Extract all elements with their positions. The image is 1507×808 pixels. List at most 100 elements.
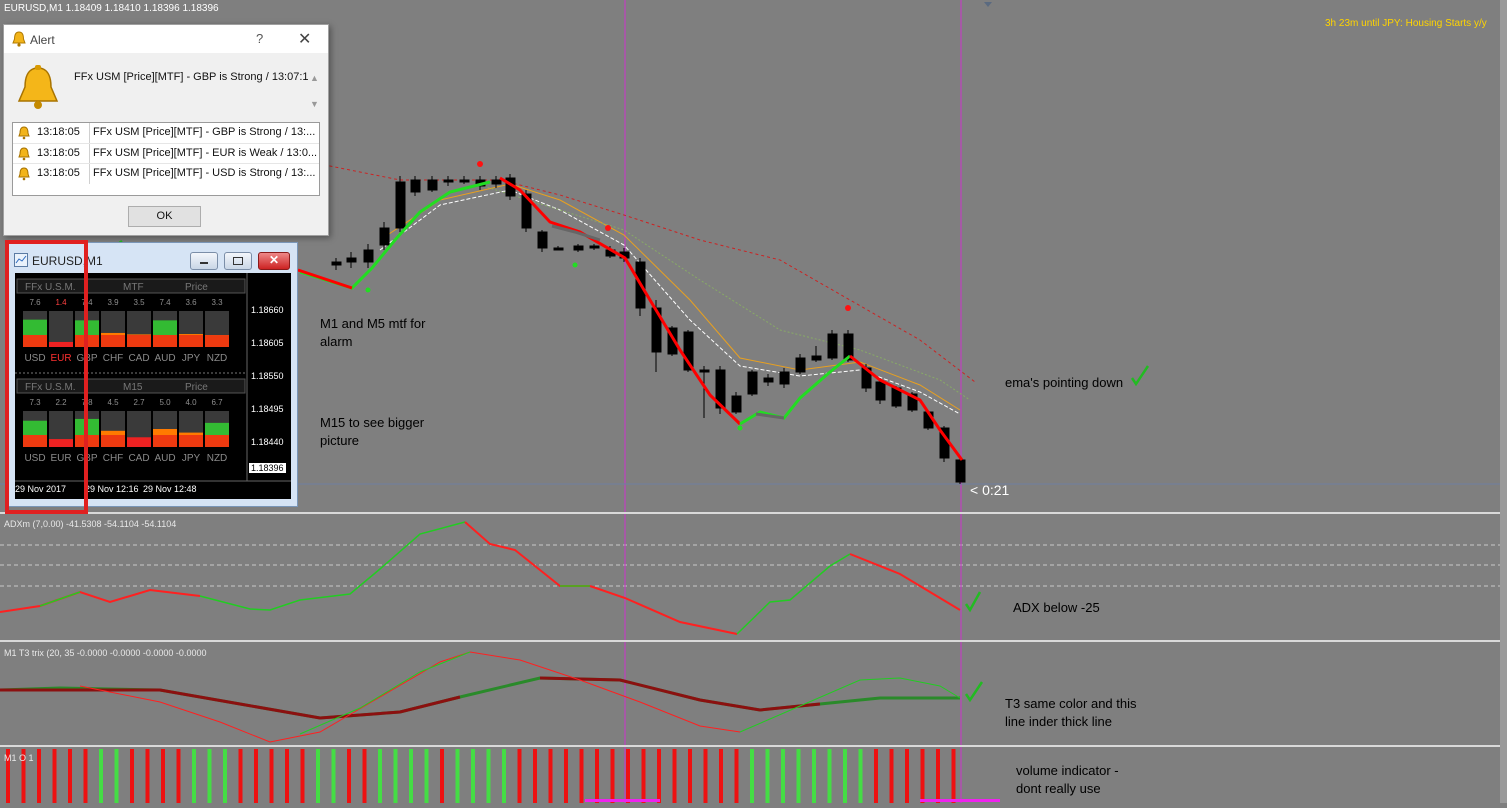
volume-bar xyxy=(517,749,522,803)
price-tick: 1.18495 xyxy=(251,404,284,414)
candle xyxy=(843,333,854,361)
volume-bar xyxy=(579,749,584,803)
t3-thick-line xyxy=(0,688,461,720)
chart-window-icon xyxy=(14,253,28,267)
volume-bar xyxy=(99,749,103,803)
volume-bar xyxy=(409,749,413,803)
alert-history-list[interactable]: 13:18:05 FFx USM [Price][MTF] - GBP is S… xyxy=(12,122,320,196)
alert-titlebar[interactable] xyxy=(4,25,328,53)
volume-bar xyxy=(657,749,661,803)
panel-price: Price xyxy=(185,382,208,393)
main-chart-pane[interactable]: EURUSD,M1 1.18409 1.18410 1.18396 1.1839… xyxy=(0,0,1500,512)
list-item[interactable]: 13:18:05 FFx USM [Price][MTF] - EUR is W… xyxy=(13,143,319,164)
candlesticks xyxy=(331,174,966,484)
ok-button[interactable]: OK xyxy=(128,206,201,227)
panel-tf: MTF xyxy=(123,282,144,293)
candle xyxy=(491,179,502,185)
strength-bar-base xyxy=(101,335,125,347)
bell-icon xyxy=(18,147,30,161)
annotation-m15: M15 to see bigger picture xyxy=(320,415,425,448)
candle xyxy=(667,327,678,355)
ffx-usm-panels: FFx U.S.M. MTF Price7.6USD1.4EUR7.4GBP3.9C… xyxy=(15,273,291,482)
strength-value: 1.4 xyxy=(55,298,67,307)
mini-chart-window[interactable]: EURUSD,M1 ✕ FFx U.S.M. MTF Price 7.6 USD 1.4 E… xyxy=(7,242,298,507)
volume-bar xyxy=(734,749,739,803)
pane-separator[interactable] xyxy=(0,512,1507,514)
volume-bar xyxy=(796,749,801,803)
strength-value: 7.4 xyxy=(159,298,171,307)
strength-bar-base xyxy=(127,335,151,347)
candle xyxy=(699,369,710,373)
date-tick: 29 Nov 12:48 xyxy=(143,484,197,494)
downtrend-line xyxy=(297,268,353,290)
price-tick: 1.18440 xyxy=(251,437,284,447)
candle xyxy=(537,231,548,249)
strength-bar-base xyxy=(205,335,229,347)
signal-dot xyxy=(605,225,611,231)
panel-tf: M15 xyxy=(123,382,143,393)
volume-bar xyxy=(920,749,925,803)
candle xyxy=(875,381,886,401)
volume-bar xyxy=(548,749,553,803)
candle xyxy=(395,181,406,229)
candle xyxy=(410,179,421,193)
check-icon xyxy=(1130,365,1150,387)
volume-bar xyxy=(238,749,243,803)
window-close-button[interactable]: ✕ xyxy=(258,252,290,270)
volume-bar xyxy=(52,749,57,803)
volume-bar xyxy=(688,749,692,803)
strength-bar xyxy=(49,341,73,347)
strength-bar-base xyxy=(153,435,177,447)
alert-time: 13:18:05 xyxy=(37,147,80,159)
volume-bar xyxy=(843,749,847,803)
panel-title: FFx U.S.M. xyxy=(25,282,76,293)
volume-bar xyxy=(68,749,72,803)
maximize-button[interactable] xyxy=(224,252,252,270)
ema-mid-line xyxy=(479,184,971,401)
minimize-button[interactable] xyxy=(190,252,218,270)
adx-line xyxy=(0,588,201,613)
pane-separator[interactable] xyxy=(0,640,1507,642)
close-button[interactable]: ✕ xyxy=(298,31,312,48)
candle xyxy=(955,459,966,483)
annotation-mtf: M1 and M5 mtf for alarm xyxy=(320,316,426,349)
strength-bar-base xyxy=(23,335,47,347)
list-item[interactable]: 13:18:05 FFx USM [Price][MTF] - GBP is S… xyxy=(13,123,319,143)
list-item[interactable]: 13:18:05 FFx USM [Price][MTF] - USD is S… xyxy=(13,163,319,184)
strength-value: 3.5 xyxy=(133,298,145,307)
help-button[interactable]: ? xyxy=(256,31,264,46)
strength-value: 4.0 xyxy=(185,398,197,407)
candle xyxy=(553,247,564,251)
signal-dot xyxy=(365,287,371,293)
volume-bar xyxy=(858,749,863,803)
volume-pane[interactable]: M1 O 1 volume indicator - dont really use xyxy=(0,747,1500,803)
strength-value: 3.3 xyxy=(211,298,223,307)
candle xyxy=(795,357,806,373)
currency-label: CHF xyxy=(103,453,124,464)
candle xyxy=(521,193,532,229)
alert-message: FFx USM [Price][MTF] - GBP is Strong / 1… xyxy=(74,71,309,83)
volume-bar xyxy=(347,749,351,803)
strength-bar xyxy=(49,439,73,447)
t3-thin-line xyxy=(79,651,741,743)
alert-text: FFx USM [Price][MTF] - USD is Strong / 1… xyxy=(93,167,316,179)
t3-pane[interactable]: M1 T3 trix (20, 35 -0.0000 -0.0000 -0.00… xyxy=(0,642,1500,745)
adx-line xyxy=(199,521,466,611)
current-price-tag: 1.18396 xyxy=(249,463,286,473)
bell-icon xyxy=(17,65,59,109)
signal-dot xyxy=(572,262,578,268)
volume-bar xyxy=(672,749,677,803)
candle xyxy=(346,257,357,263)
scroll-up-icon[interactable]: ▲ xyxy=(310,73,319,83)
volume-bar xyxy=(207,749,212,803)
mini-chart-area[interactable]: FFx U.S.M. MTF Price 7.6 USD 1.4 EUR 7.4 GBP 3.9 C… xyxy=(15,273,291,499)
strength-value: 3.9 xyxy=(107,298,119,307)
pane-separator[interactable] xyxy=(0,745,1507,747)
volume-bar xyxy=(533,749,537,803)
scroll-down-icon[interactable]: ▼ xyxy=(310,99,319,109)
volume-bar xyxy=(703,749,708,803)
price-scale[interactable] xyxy=(1500,0,1507,803)
panel-price: Price xyxy=(185,282,208,293)
volume-bar xyxy=(300,749,305,803)
adx-pane[interactable]: ADXm (7,0.00) -41.5308 -54.1104 -54.1104… xyxy=(0,514,1500,640)
